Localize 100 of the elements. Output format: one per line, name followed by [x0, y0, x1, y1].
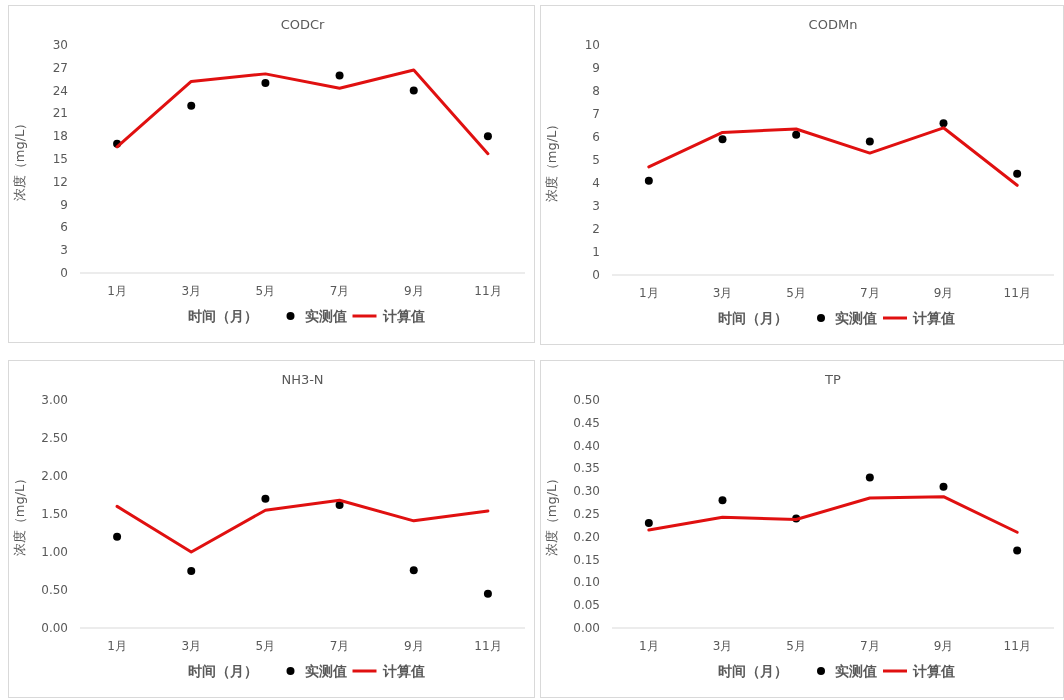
y-tick-label: 0	[60, 266, 68, 280]
x-tick-label: 9月	[933, 286, 954, 300]
line-series	[115, 68, 490, 156]
x-tick-label: 11月	[1003, 639, 1031, 653]
y-tick-label: 1.50	[41, 507, 68, 521]
x-tick-label: 5月	[255, 284, 276, 298]
x-tick-label: 3月	[712, 286, 733, 300]
y-tick-label: 8	[592, 84, 600, 98]
y-tick-label: 21	[52, 106, 68, 121]
point	[939, 119, 948, 128]
x-tick-label: 11月	[474, 639, 502, 653]
y-tick-label: 0.00	[573, 621, 600, 635]
y-tick-label: 0.40	[573, 438, 600, 453]
y-tick-label: 2	[592, 222, 600, 236]
point	[939, 482, 948, 491]
y-tick-label: 1	[592, 245, 600, 259]
y-tick-label: 2.50	[41, 431, 68, 445]
y-tick-label: 3	[60, 243, 68, 258]
legend-label: 计算值	[381, 663, 425, 679]
x-tick-label: 1月	[107, 639, 127, 653]
x-tick-label: 7月	[860, 639, 880, 653]
point	[792, 130, 801, 139]
point	[644, 176, 653, 185]
legend-label: 实测值	[304, 663, 347, 679]
x-tick-label: 1月	[107, 284, 127, 298]
y-tick-label: 0.35	[573, 461, 600, 476]
point	[187, 101, 196, 110]
x-axis-title: 时间（月）	[718, 663, 788, 679]
point	[865, 137, 874, 146]
chart-title: TP	[824, 372, 842, 387]
legend-label: 实测值	[835, 663, 877, 679]
y-tick-label: 0.00	[41, 621, 68, 635]
y-tick-label: 0.20	[573, 529, 600, 544]
y-tick-label: 10	[584, 38, 600, 52]
line-series	[647, 495, 1019, 534]
point	[483, 132, 492, 141]
x-tick-label: 7月	[860, 286, 880, 300]
y-axis-title: 浓度（mg/L）	[12, 116, 27, 202]
point	[718, 135, 727, 144]
y-axis-title: 浓度（mg/L）	[12, 471, 27, 557]
y-tick-label: 0	[592, 268, 600, 282]
x-tick-label: 9月	[933, 639, 954, 653]
y-tick-label: 12	[52, 174, 68, 189]
point	[261, 494, 270, 503]
point	[1013, 546, 1022, 555]
y-tick-label: 0.05	[573, 598, 600, 613]
legend-label: 计算值	[912, 310, 955, 326]
x-tick-label: 3月	[181, 284, 202, 298]
point	[1013, 169, 1022, 178]
y-tick-label: 0.10	[573, 575, 600, 590]
y-tick-label: 6	[592, 130, 600, 144]
chart-title: CODCr	[280, 17, 326, 32]
y-tick-label: 2.00	[41, 469, 68, 483]
x-tick-label: 1月	[639, 286, 659, 300]
y-tick-label: 15	[52, 152, 68, 166]
x-tick-label: 7月	[329, 284, 350, 298]
y-tick-label: 6	[60, 220, 68, 235]
legend-label: 计算值	[912, 663, 955, 679]
chart-title: NH3-N	[281, 372, 324, 387]
x-tick-label: 3月	[712, 639, 733, 653]
y-tick-label: 4	[592, 176, 600, 190]
point	[261, 79, 270, 87]
point	[718, 496, 727, 505]
y-tick-label: 0.50	[573, 393, 600, 407]
y-tick-label: 3	[592, 199, 600, 213]
y-tick-label: 9	[592, 61, 600, 75]
point	[644, 519, 653, 528]
point	[409, 566, 418, 575]
x-tick-label: 5月	[255, 639, 276, 653]
y-axis-title: 浓度（mg/L）	[544, 117, 559, 203]
y-tick-label: 1.00	[41, 545, 68, 559]
y-tick-label: 0.50	[41, 583, 68, 597]
x-tick-label: 3月	[181, 639, 202, 653]
x-tick-label: 11月	[1003, 286, 1031, 300]
x-axis-title: 时间（月）	[718, 310, 788, 326]
chart-title: CODMn	[808, 17, 858, 32]
y-tick-label: 27	[52, 60, 68, 75]
x-tick-label: 5月	[786, 639, 806, 653]
point	[113, 532, 122, 541]
y-tick-label: 7	[592, 107, 600, 121]
y-axis-title: 浓度（mg/L）	[544, 471, 559, 557]
point	[187, 567, 196, 575]
y-tick-label: 30	[52, 38, 68, 52]
y-tick-label: 3.00	[41, 393, 68, 407]
x-tick-label: 11月	[474, 284, 502, 298]
point	[335, 71, 344, 80]
x-tick-label: 9月	[403, 639, 424, 653]
y-tick-label: 0.25	[573, 507, 600, 521]
point	[409, 86, 418, 95]
legend-label: 实测值	[304, 308, 347, 324]
y-tick-label: 0.15	[573, 552, 600, 567]
line-series	[115, 498, 490, 554]
x-tick-label: 7月	[329, 639, 350, 653]
y-tick-label: 18	[52, 129, 68, 144]
x-tick-label: 1月	[639, 639, 659, 653]
legend-label: 计算值	[381, 308, 425, 324]
y-tick-label: 9	[60, 197, 68, 212]
y-tick-label: 0.45	[573, 415, 600, 430]
x-tick-label: 9月	[403, 284, 424, 298]
y-tick-label: 5	[592, 153, 600, 167]
